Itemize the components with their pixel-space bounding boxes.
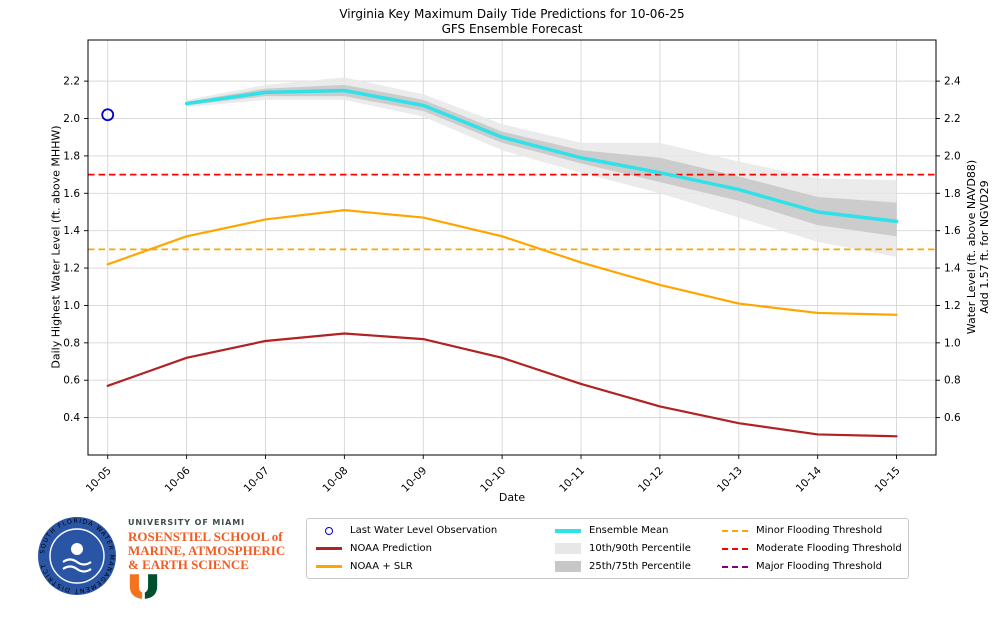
- legend-label: NOAA Prediction: [350, 543, 432, 554]
- observation-marker: [101, 108, 115, 122]
- y-axis-label-right-line2: Add 1.57 ft. for NGVD29: [978, 180, 991, 314]
- legend-swatch-major-flooding-threshold: [722, 565, 748, 568]
- legend-item-moderate-flooding-threshold: Moderate Flooding Threshold: [722, 541, 906, 557]
- legend-label: Moderate Flooding Threshold: [756, 543, 902, 554]
- legend-item-minor-flooding-threshold: Minor Flooding Threshold: [722, 523, 906, 539]
- legend-label: Major Flooding Threshold: [756, 561, 882, 572]
- legend-item-major-flooding-threshold: Major Flooding Threshold: [722, 559, 906, 575]
- y-tick-label-right: 0.6: [944, 412, 961, 424]
- legend-label: Ensemble Mean: [589, 525, 669, 536]
- y-axis-label-left: Daily Highest Water Level (ft. above MHH…: [49, 125, 63, 369]
- y-axis-label-right: Water Level (ft. above NAVD88) Add 1.57 …: [965, 160, 991, 334]
- y-tick-label-left: 2.0: [63, 113, 80, 125]
- miami-u-icon: [129, 574, 158, 599]
- noaa-prediction-line: [106, 332, 898, 438]
- y-tick-label-left: 1.8: [63, 150, 80, 162]
- y-tick-label-right: 1.8: [944, 188, 961, 200]
- legend-label: NOAA + SLR: [350, 561, 413, 572]
- y-tick-label-right: 1.0: [944, 337, 961, 349]
- legend-swatch-moderate-flooding-threshold: [722, 547, 748, 550]
- y-tick-label-right: 0.8: [944, 375, 961, 387]
- legend-column: Last Water Level Observation NOAA Predict…: [316, 523, 555, 575]
- legend-column: Ensemble Mean 10th/90th Percentile 25th/75…: [555, 523, 722, 575]
- um-university-line: UNIVERSITY OF MIAMI: [128, 518, 245, 527]
- legend-item-last-water-level-observation: Last Water Level Observation: [316, 523, 555, 539]
- y-tick-label-left: 0.4: [63, 412, 80, 424]
- sun-icon: [71, 543, 83, 555]
- tide-chart: 0.4 0.6 0.8 1.0 1.2 1.4 1.6 1.8 2.0 2.2 0.6 0.8 1.0 1…: [63, 39, 961, 495]
- y-tick-label-left: 1.0: [63, 300, 80, 312]
- plot-border: [87, 39, 937, 456]
- legend-swatch-ensemble-mean: [555, 528, 581, 533]
- ensemble-mean-line: [184, 88, 899, 224]
- legend-label: 10th/90th Percentile: [589, 543, 691, 554]
- y-tick-label-left: 0.6: [63, 375, 80, 387]
- legend-item-10th-90th-percentile: 10th/90th Percentile: [555, 541, 722, 557]
- legend: Last Water Level Observation NOAA Predict…: [306, 518, 909, 579]
- band-10th-90th-percentile: [186, 77, 897, 257]
- chart-title-line2: GFS Ensemble Forecast: [441, 22, 583, 36]
- y-tick-label-right: 2.2: [944, 113, 961, 125]
- y-tick-label-left: 1.2: [63, 263, 80, 275]
- y-tick-label-left: 1.6: [63, 188, 80, 200]
- wave-icon: [62, 565, 92, 573]
- legend-swatch-noaa-prediction: [316, 547, 342, 550]
- legend-label: Minor Flooding Threshold: [756, 525, 883, 536]
- legend-label: Last Water Level Observation: [350, 525, 498, 536]
- y-tick-label-left: 0.8: [63, 337, 80, 349]
- y-tick-label-right: 1.4: [944, 263, 961, 275]
- chart-title: Virginia Key Maximum Daily Tide Predicti…: [88, 7, 936, 37]
- um-wordmark: UNIVERSITY OF MIAMI ROSENSTIEL SCHOOL of…: [128, 518, 285, 572]
- y-tick-label-right: 1.2: [944, 300, 961, 312]
- legend-swatch-minor-flooding-threshold: [722, 529, 748, 532]
- y-tick-label-left: 2.2: [63, 76, 80, 88]
- y-tick-label-right: 2.0: [944, 150, 961, 162]
- legend-item-ensemble-mean: Ensemble Mean: [555, 523, 722, 539]
- um-school-line2: MARINE, ATMOSPHERIC: [128, 543, 286, 558]
- y-axis-label-right-line1: Water Level (ft. above NAVD88): [965, 159, 978, 335]
- legend-item-noaa-slr: NOAA + SLR: [316, 559, 555, 575]
- legend-swatch-25th-75th-percentile: [555, 561, 581, 572]
- legend-item-noaa-prediction: NOAA Prediction: [316, 541, 555, 557]
- um-school-line3: & EARTH SCIENCE: [128, 557, 249, 572]
- y-tick-label-right: 2.4: [944, 76, 961, 88]
- circle-marker-icon: [325, 526, 333, 535]
- legend-label: 25th/75th Percentile: [589, 561, 691, 572]
- sfwmd-logo-ring: [49, 528, 105, 584]
- legend-swatch-10th-90th-percentile: [555, 543, 581, 554]
- sfwmd-logo: SOUTH FLORIDA WATER MANAGEMENT DISTRICT: [38, 517, 116, 595]
- x-axis-label: Date: [498, 491, 526, 504]
- band-25th-75th-percentile: [186, 84, 897, 237]
- legend-column: Minor Flooding Threshold Moderate Floodin…: [722, 523, 906, 575]
- legend-item-25th-75th-percentile: 25th/75th Percentile: [555, 559, 722, 575]
- legend-swatch-last-water-level-observation: [316, 525, 342, 537]
- um-school-line1: ROSENSTIEL SCHOOL of: [128, 529, 283, 544]
- legend-swatch-noaa-slr: [316, 565, 342, 568]
- wave-icon: [62, 558, 92, 566]
- noaa-slr-line: [106, 209, 898, 316]
- y-tick-label-left: 1.4: [63, 225, 80, 237]
- miami-u-left-half: [129, 574, 143, 599]
- chart-title-line1: Virginia Key Maximum Daily Tide Predicti…: [339, 7, 685, 21]
- miami-u-right-half: [144, 574, 158, 599]
- y-tick-label-right: 1.6: [944, 225, 961, 237]
